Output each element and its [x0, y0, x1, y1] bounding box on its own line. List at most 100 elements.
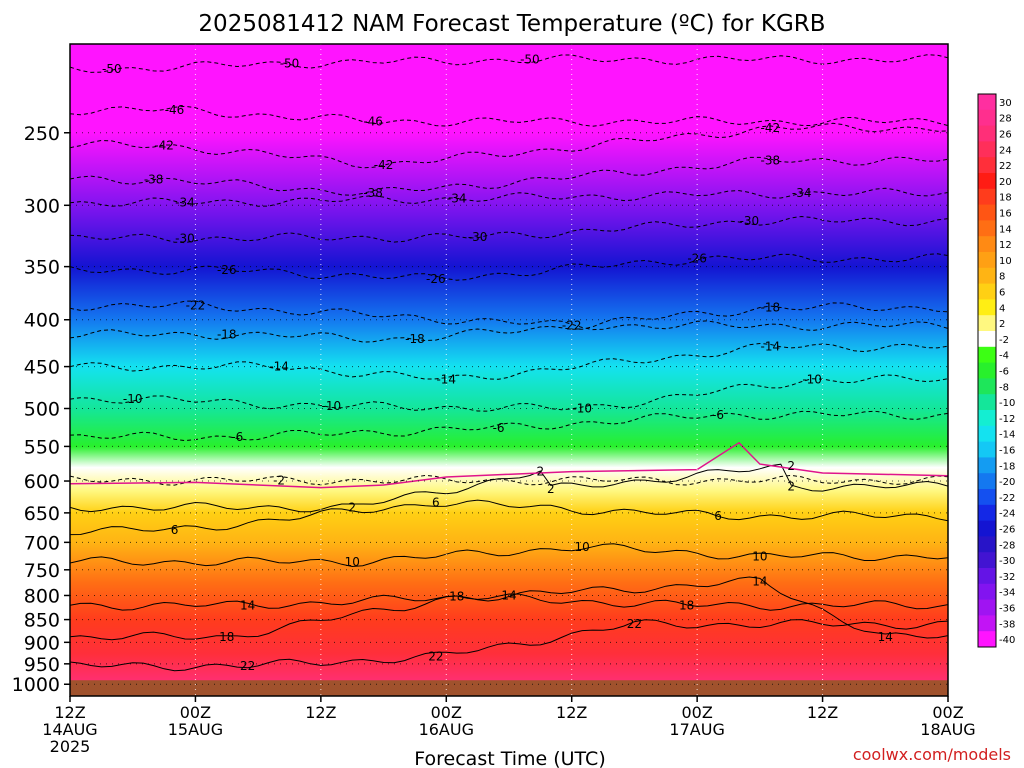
contour-label: 14	[501, 588, 516, 602]
colorbar-label: 18	[999, 193, 1012, 204]
colorbar-label: -24	[999, 509, 1015, 520]
colorbar-swatch	[978, 410, 996, 427]
contour-label: 2	[547, 482, 555, 496]
x-tick-label: 00Z	[932, 703, 963, 722]
contour-label: -10	[802, 373, 822, 387]
colorbar-swatch	[978, 220, 996, 237]
contour-line	[70, 593, 948, 641]
x-tick-label: 16AUG	[419, 720, 474, 739]
colorbar-label: 20	[999, 177, 1012, 188]
y-axis-pressure: 2503003504004505005506006507007508008509…	[12, 123, 70, 696]
watermark: coolwx.com/models	[853, 745, 1011, 764]
contour-label: -10	[123, 392, 143, 406]
contour-label: -50	[280, 56, 300, 70]
colorbar-swatch	[978, 552, 996, 569]
colorbar-swatch	[978, 362, 996, 379]
colorbar-label: 16	[999, 209, 1012, 220]
temperature-shading	[70, 44, 948, 696]
colorbar-label: 2	[999, 319, 1005, 330]
x-tick-label: 12Z	[556, 703, 587, 722]
y-tick-label: 350	[24, 257, 60, 279]
colorbar-label: -6	[999, 367, 1009, 378]
colorbar-swatch	[978, 346, 996, 363]
y-tick-label: 550	[24, 436, 60, 458]
contour-label: -38	[761, 153, 781, 167]
ground-surface	[70, 680, 948, 696]
colorbar-label: 4	[999, 303, 1005, 314]
contour-label: -26	[217, 263, 237, 277]
contour-label: 10	[345, 555, 360, 569]
colorbar-label: -4	[999, 351, 1009, 362]
chart-title: 2025081412 NAM Forecast Temperature (ºC)…	[198, 11, 825, 37]
x-tick-label: 12Z	[807, 703, 838, 722]
x-tick-label: 14AUG	[42, 720, 97, 739]
y-tick-label: 400	[24, 310, 60, 332]
contour-labels: -50 -50 -50 -46 -46 -42 -42 -42 -38 -38 -38 -34 -34 -…	[102, 53, 893, 673]
contour-label: -6	[231, 430, 243, 444]
x-tick-label: 00Z	[180, 703, 211, 722]
colorbar-swatch	[978, 188, 996, 205]
x-axis-title: Forecast Time (UTC)	[414, 748, 605, 768]
colorbar-frame	[977, 93, 997, 648]
contour-line	[70, 576, 948, 639]
contour-label: -2	[273, 473, 285, 487]
x-tick-label: 17AUG	[669, 720, 724, 739]
y-tick-label: 850	[24, 610, 60, 632]
colorbar-swatch	[978, 615, 996, 632]
colorbar-swatch	[978, 457, 996, 474]
contour-label: -42	[374, 158, 394, 172]
y-tick-label: 650	[24, 503, 60, 525]
y-tick-label: 700	[24, 532, 60, 554]
colorbar-legend: 30 28 26 24 22 20 18 16 14 12 10 8 6 4 2 -2 -4 -6 -8 -10 -12…	[977, 93, 1015, 648]
contour-label: 18	[679, 598, 694, 612]
colorbar-swatch	[978, 299, 996, 316]
y-tick-label: 750	[24, 560, 60, 582]
colorbar-label: -2	[999, 335, 1009, 346]
contour-line	[70, 54, 948, 73]
colorbar-swatch	[978, 125, 996, 142]
colorbar-label: -28	[999, 540, 1015, 551]
colorbar-swatch	[978, 283, 996, 300]
x-tick-label: 12Z	[54, 703, 85, 722]
contour-label: 2	[348, 500, 356, 514]
contour-label: -18	[761, 301, 781, 315]
contour-label: -18	[217, 327, 237, 341]
colorbar-label: 30	[999, 98, 1012, 109]
colorbar-swatch	[978, 504, 996, 521]
colorbar-label: 8	[999, 272, 1005, 283]
colorbar-swatch	[978, 520, 996, 537]
freezing-level-line	[70, 441, 948, 489]
y-tick-label: 300	[24, 195, 60, 217]
contour-label: -34	[792, 186, 812, 200]
contour-label: -26	[426, 272, 446, 286]
contour-label: 2	[787, 459, 795, 473]
contour-line	[70, 410, 948, 442]
colorbar-swatch	[978, 331, 996, 348]
plot-area: -50 -50 -50 -46 -46 -42 -42 -42 -38 -38 -38 -34 -34 -…	[70, 44, 948, 696]
gridlines	[70, 44, 948, 696]
y-tick-label: 950	[24, 654, 60, 676]
contour-line	[70, 474, 948, 486]
contour-line	[70, 253, 948, 281]
x-tick-label: 15AUG	[168, 720, 223, 739]
contour-label: -46	[363, 114, 383, 128]
contour-label: -38	[144, 172, 164, 186]
colorbar-label: 28	[999, 114, 1012, 125]
colorbar-label: -20	[999, 477, 1015, 488]
colorbar-swatch	[978, 173, 996, 190]
colorbar-swatch	[978, 583, 996, 600]
contour-label: -46	[165, 103, 185, 117]
contour-line	[70, 300, 948, 332]
contour-line	[70, 463, 948, 513]
contour-label: 2	[537, 465, 545, 479]
contour-line	[70, 187, 948, 207]
contour-label: -30	[175, 231, 195, 245]
contour-label: 18	[219, 630, 234, 644]
colorbar-label: -8	[999, 382, 1009, 393]
y-tick-label: 250	[24, 123, 60, 145]
contour-line	[70, 619, 948, 672]
colorbar-swatch	[978, 441, 996, 458]
contour-label: 6	[714, 509, 722, 523]
y-tick-label: 450	[24, 357, 60, 379]
